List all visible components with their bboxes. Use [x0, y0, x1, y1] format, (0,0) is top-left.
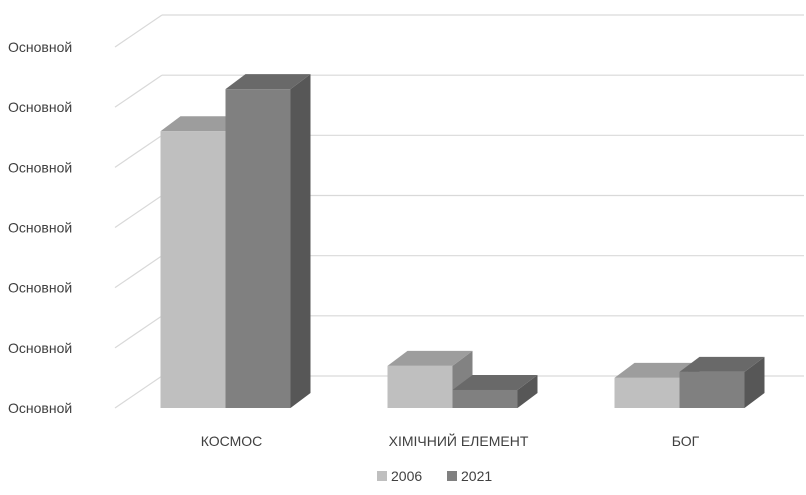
- bar-side: [744, 356, 765, 408]
- x-tick-label: БОГ: [672, 433, 700, 449]
- y-tick-label: Основной: [8, 280, 72, 296]
- y-tick-label: Основной: [8, 400, 72, 416]
- x-tick-label: КОСМОС: [201, 433, 263, 449]
- gridline-diagonal: [114, 195, 163, 228]
- bar-side: [517, 374, 538, 408]
- bar-top: [160, 116, 246, 132]
- bar-top: [452, 374, 538, 390]
- bar: [452, 389, 518, 408]
- bars: [160, 74, 765, 408]
- x-tick-label: ХІМІЧНИЙ ЕЛЕМЕНТ: [389, 432, 529, 449]
- bar: [160, 131, 226, 408]
- bar-top: [387, 350, 473, 366]
- bar-top: [679, 356, 765, 372]
- bar-2021-БОГ: [679, 356, 765, 408]
- gridline-diagonal: [114, 74, 163, 108]
- bar-2021-КОСМОС: [225, 74, 311, 408]
- legend-label: 2006: [391, 468, 422, 484]
- y-tick-label: Основной: [8, 220, 72, 236]
- gridline-diagonal: [114, 315, 163, 349]
- bar: [679, 371, 745, 408]
- x-axis-ticks: КОСМОС ХІМІЧНИЙ ЕЛЕМЕНТ БОГ: [201, 432, 700, 449]
- legend-label: 2021: [461, 468, 492, 484]
- y-tick-label: Основной: [8, 39, 72, 55]
- gridline-diagonal: [114, 134, 163, 168]
- legend-item: 2006: [377, 468, 422, 484]
- bar: [614, 377, 680, 408]
- legend-item: 2021: [447, 468, 492, 484]
- bar-side: [290, 74, 311, 408]
- y-tick-label: Основной: [8, 159, 72, 175]
- gridline-diagonal: [114, 14, 163, 48]
- legend-swatch: [377, 471, 387, 481]
- gridline-diagonal: [114, 375, 163, 409]
- gridline-diagonal: [114, 255, 163, 289]
- bar-top: [614, 362, 700, 378]
- y-tick-label: Основной: [8, 99, 72, 115]
- bar: [387, 365, 453, 408]
- legend: 2006 2021: [377, 468, 492, 484]
- bar: [225, 89, 291, 408]
- legend-swatch: [447, 471, 457, 481]
- bar-top: [225, 74, 311, 90]
- y-tick-label: Основной: [8, 340, 72, 356]
- y-axis-ticks: Основной Основной Основной Основной Основной…: [8, 39, 72, 416]
- bar-2021-ХІМІЧНИЙ ЕЛЕМЕНТ: [452, 374, 538, 408]
